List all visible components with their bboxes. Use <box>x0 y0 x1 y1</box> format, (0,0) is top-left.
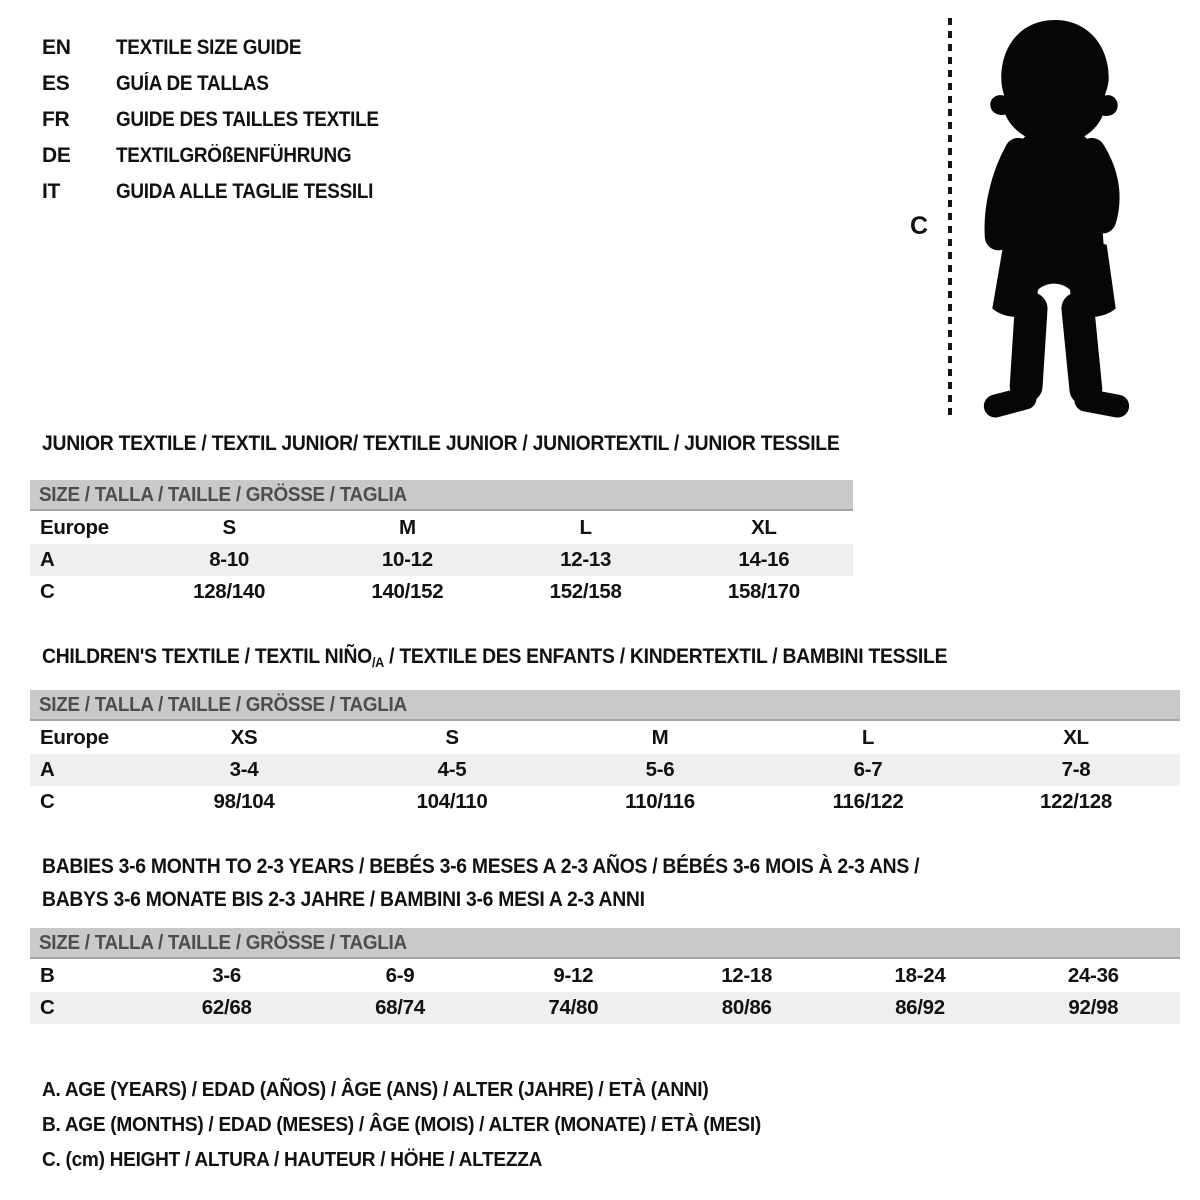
children-title-text: CHILDREN'S TEXTILE / TEXTIL NIÑO <box>42 644 372 668</box>
legend-footnotes: A. AGE (YEARS) / EDAD (AÑOS) / ÂGE (ANS)… <box>42 1072 815 1177</box>
row-label-c: C <box>40 790 55 813</box>
cell: 116/122 <box>832 790 904 813</box>
babies-size-header-bar: SIZE / TALLA / TAILLE / GRÖSSE / TAGLIA <box>30 928 1180 959</box>
children-title-text: / TEXTILE DES ENFANTS / KINDERTEXTIL / B… <box>384 644 948 668</box>
size-col-xl: XL <box>1063 725 1089 749</box>
cell: 7-8 <box>1061 758 1091 781</box>
junior-size-header-bar: SIZE / TALLA / TAILLE / GRÖSSE / TAGLIA <box>30 480 853 511</box>
size-col-xs: XS <box>230 725 258 749</box>
guide-title-es: GUÍA DE TALLAS <box>116 72 269 95</box>
lang-code: DE <box>42 144 71 167</box>
cell: 98/104 <box>213 790 275 813</box>
cell: 8-10 <box>209 548 250 571</box>
babies-size-table: SIZE / TALLA / TAILLE / GRÖSSE / TAGLIA … <box>30 928 1180 1024</box>
cell: 92/98 <box>1068 996 1119 1019</box>
children-size-header-bar: SIZE / TALLA / TAILLE / GRÖSSE / TAGLIA <box>30 690 1180 721</box>
lang-code: ES <box>42 72 70 95</box>
cell: 5-6 <box>645 758 675 781</box>
cell: 14-16 <box>738 548 790 571</box>
lang-code: IT <box>42 180 61 203</box>
guide-title-de: TEXTILGRÖßENFÜHRUNG <box>116 144 352 167</box>
cell: 122/128 <box>1039 790 1112 813</box>
size-header-label: SIZE / TALLA / TAILLE / GRÖSSE / TAGLIA <box>39 482 407 506</box>
guide-title-en: TEXTILE SIZE GUIDE <box>116 36 302 59</box>
size-col-m: M <box>398 515 416 539</box>
babies-row-height: C 62/68 68/74 74/80 80/86 86/92 92/98 <box>30 992 1180 1024</box>
lang-row-it: IT GUIDA ALLE TAGLIE TESSILI <box>42 174 408 210</box>
junior-row-age: A 8-10 10-12 12-13 14-16 <box>30 544 853 576</box>
lang-row-fr: FR GUIDE DES TAILLES TEXTILE <box>42 102 408 138</box>
cell: 12-18 <box>721 963 773 987</box>
children-title-subscript: /A <box>371 654 385 670</box>
cell: 9-12 <box>553 963 594 987</box>
cell: 18-24 <box>894 963 946 987</box>
size-col-xl: XL <box>751 515 777 539</box>
height-measure-label: C <box>910 212 929 240</box>
cell: 24-36 <box>1067 963 1119 987</box>
cell: 104/110 <box>416 790 488 813</box>
footnote-a: A. AGE (YEARS) / EDAD (AÑOS) / ÂGE (ANS)… <box>42 1077 709 1101</box>
footnote-b: B. AGE (MONTHS) / EDAD (MESES) / ÂGE (MO… <box>42 1112 761 1136</box>
junior-section-title: JUNIOR TEXTILE / TEXTIL JUNIOR/ TEXTILE … <box>42 431 840 455</box>
cell: 6-9 <box>385 963 415 987</box>
toddler-silhouette-icon <box>983 19 1130 418</box>
size-header-label: SIZE / TALLA / TAILLE / GRÖSSE / TAGLIA <box>39 692 407 716</box>
row-label-a: A <box>40 548 55 571</box>
children-section-title: CHILDREN'S TEXTILE / TEXTIL NIÑO/A / TEX… <box>42 644 1048 670</box>
cell: 4-5 <box>437 758 467 781</box>
size-col-s: S <box>445 725 459 749</box>
size-col-l: L <box>579 515 593 539</box>
row-label-a: A <box>40 758 55 781</box>
cell: 62/68 <box>201 996 252 1019</box>
region-label: Europe <box>40 725 109 749</box>
guide-title-fr: GUIDE DES TAILLES TEXTILE <box>116 108 379 131</box>
lang-row-en: EN TEXTILE SIZE GUIDE <box>42 30 408 66</box>
size-col-l: L <box>861 725 875 749</box>
cell: 3-4 <box>229 758 259 781</box>
cell: 80/86 <box>721 996 772 1019</box>
children-row-height: C 98/104 104/110 110/116 116/122 122/128 <box>30 786 1180 818</box>
region-label: Europe <box>40 515 109 539</box>
cell: 110/116 <box>625 790 695 813</box>
cell: 68/74 <box>375 996 425 1019</box>
junior-size-table: SIZE / TALLA / TAILLE / GRÖSSE / TAGLIA … <box>30 480 853 608</box>
cell: 10-12 <box>381 548 433 571</box>
cell: 140/152 <box>371 580 444 603</box>
children-row-age: A 3-4 4-5 5-6 6-7 7-8 <box>30 754 1180 786</box>
lang-code: EN <box>42 36 71 59</box>
cell: 6-7 <box>853 758 883 781</box>
children-header-row: Europe XS S M L XL <box>30 721 1180 754</box>
footnote-c: C. (cm) HEIGHT / ALTURA / HAUTEUR / HÖHE… <box>42 1147 543 1171</box>
cell: 152/158 <box>549 580 622 603</box>
cell: 12-13 <box>560 548 612 571</box>
lang-row-es: ES GUÍA DE TALLAS <box>42 66 408 102</box>
babies-title-line2: BABYS 3-6 MONATE BIS 2-3 JAHRE / BAMBINI… <box>42 887 645 911</box>
size-col-s: S <box>222 515 236 539</box>
lang-code: FR <box>42 108 70 131</box>
babies-row-months: B 3-6 6-9 9-12 12-18 18-24 24-36 <box>30 959 1180 992</box>
size-header-label: SIZE / TALLA / TAILLE / GRÖSSE / TAGLIA <box>39 930 407 954</box>
babies-title-line1: BABIES 3-6 MONTH TO 2-3 YEARS / BEBÉS 3-… <box>42 854 920 878</box>
lang-row-de: DE TEXTILGRÖßENFÜHRUNG <box>42 138 408 174</box>
junior-header-row: Europe S M L XL <box>30 511 853 544</box>
cell: 86/92 <box>895 996 945 1019</box>
row-label-c: C <box>40 996 55 1019</box>
size-col-m: M <box>651 725 669 749</box>
junior-row-height: C 128/140 140/152 152/158 158/170 <box>30 576 853 608</box>
cell: 128/140 <box>193 580 266 603</box>
row-label-b: B <box>40 963 55 987</box>
cell: 158/170 <box>727 580 800 603</box>
row-label-c: C <box>40 580 55 603</box>
guide-title-it: GUIDA ALLE TAGLIE TESSILI <box>116 180 374 203</box>
cell: 74/80 <box>548 996 599 1019</box>
babies-section-title: BABIES 3-6 MONTH TO 2-3 YEARS / BEBÉS 3-… <box>42 850 1017 916</box>
language-title-list: EN TEXTILE SIZE GUIDE ES GUÍA DE TALLAS … <box>42 30 408 210</box>
cell: 3-6 <box>212 963 242 987</box>
height-measure-dashed-line <box>948 18 952 416</box>
children-size-table: SIZE / TALLA / TAILLE / GRÖSSE / TAGLIA … <box>30 690 1180 818</box>
